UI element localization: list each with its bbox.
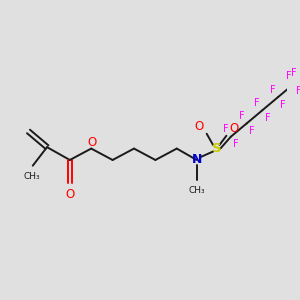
Text: F: F bbox=[249, 126, 254, 136]
Text: N: N bbox=[191, 154, 202, 166]
Text: F: F bbox=[265, 113, 270, 123]
Text: F: F bbox=[270, 85, 276, 94]
Text: O: O bbox=[229, 122, 239, 135]
Text: F: F bbox=[238, 111, 244, 121]
Text: O: O bbox=[65, 188, 74, 201]
Text: F: F bbox=[280, 100, 286, 110]
Text: F: F bbox=[291, 68, 297, 78]
Text: CH₃: CH₃ bbox=[188, 186, 205, 195]
Text: F: F bbox=[254, 98, 260, 108]
Text: F: F bbox=[223, 124, 229, 134]
Text: F: F bbox=[296, 86, 300, 96]
Text: O: O bbox=[87, 136, 97, 149]
Text: S: S bbox=[212, 142, 221, 155]
Text: CH₃: CH₃ bbox=[23, 172, 40, 181]
Text: F: F bbox=[233, 139, 239, 149]
Text: O: O bbox=[194, 120, 203, 133]
Text: F: F bbox=[286, 71, 291, 81]
